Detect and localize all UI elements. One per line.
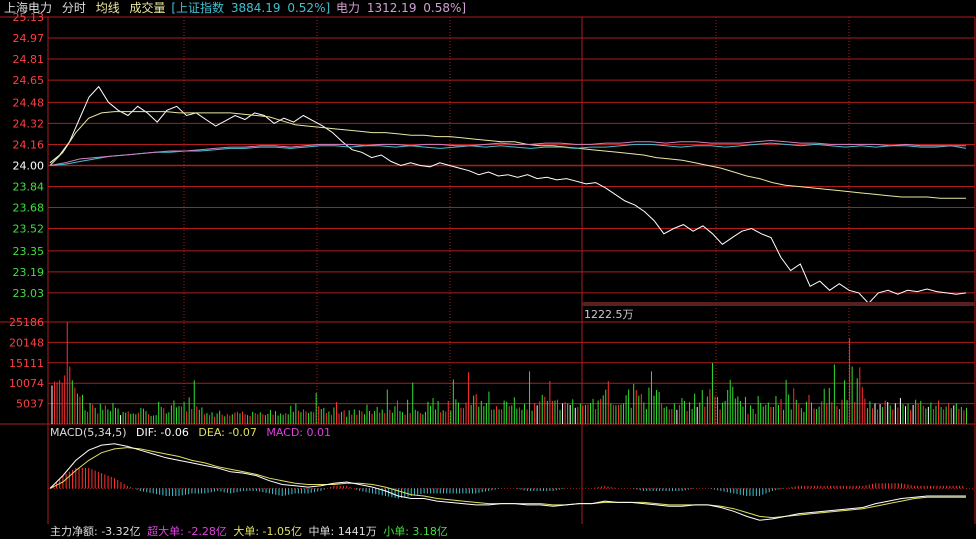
index-line: [49, 142, 967, 166]
price-tick-label: 23.68: [13, 202, 45, 215]
volume-marker-bar: [582, 302, 975, 306]
macd-dea: DEA: -0.07: [198, 426, 257, 439]
mid-flow: 中单: 1441万: [308, 525, 377, 538]
macd-histogram: [52, 468, 964, 499]
index-name: [上证指数: [171, 1, 225, 15]
volume-tick-label: 5037: [16, 398, 44, 411]
avg-line: [49, 111, 966, 199]
volume-tick-label: 15111: [9, 357, 44, 370]
sector-name: 电力: [335, 1, 360, 15]
price-tick-label: 23.03: [13, 287, 45, 300]
stock-name[interactable]: 上海电力: [4, 1, 53, 15]
super-large-flow: 超大单: -2.28亿: [147, 525, 227, 538]
avg-legend[interactable]: 均线: [95, 1, 120, 15]
volume-axis: 25186 20148 15111 10074 5037: [9, 316, 44, 411]
price-line: [49, 85, 967, 305]
price-tick-label: 25.13: [13, 11, 45, 24]
macd-header: MACD(5,34,5) DIF: -0.06 DEA: -0.07 MACD:…: [50, 426, 337, 440]
volume-tick-label: 25186: [9, 316, 44, 329]
macd-title[interactable]: MACD(5,34,5): [50, 426, 127, 439]
chart-header: 上海电力 分时 均线 成交量 [上证指数 3884.19 0.52%] 电力 1…: [4, 0, 472, 16]
mode-label[interactable]: 分时: [61, 1, 86, 15]
macd-dif-line: [49, 443, 966, 521]
macd-dif: DIF: -0.06: [136, 426, 189, 439]
price-tick-label: 23.35: [13, 245, 45, 258]
volume-marker-label: 1222.5万: [584, 308, 634, 321]
price-tick-label: 24.81: [13, 53, 45, 66]
price-tick-label: 24.48: [13, 96, 45, 109]
small-flow: 小单: 3.18亿: [383, 525, 448, 538]
price-lines: [49, 85, 967, 521]
large-flow: 大单: -1.05亿: [233, 525, 303, 538]
price-tick-label: 23.52: [13, 223, 45, 236]
price-tick-label: 24.32: [13, 117, 45, 130]
sector-legend: 电力 1312.19 0.58%]: [336, 1, 466, 15]
price-tick-label: 24.65: [13, 74, 45, 87]
index-legend: [上证指数 3884.19 0.52%]: [171, 1, 334, 15]
index-value: 3884.19: [230, 1, 281, 15]
annotations: 1222.5万: [582, 302, 975, 321]
vol-legend[interactable]: 成交量: [129, 1, 166, 15]
price-tick-label: 24.00: [13, 159, 45, 172]
net-flow: 主力净额: -3.32亿: [50, 525, 141, 538]
sector-change: 0.58%]: [423, 1, 467, 15]
macd-dea-line: [49, 447, 966, 519]
price-axis: 25.13 24.97 24.81 24.65 24.48 24.32 24.16 24.00…: [13, 11, 45, 300]
price-tick-label: 24.97: [13, 32, 45, 45]
index-change: 0.52%]: [287, 1, 331, 15]
sector-line: [49, 139, 966, 166]
macd-value: MACD: 0.01: [266, 426, 331, 439]
capital-flow-footer: 主力净额: -3.32亿 超大单: -2.28亿 大单: -1.05亿 中单: …: [50, 525, 451, 539]
price-tick-label: 23.19: [13, 266, 45, 279]
price-tick-label: 24.16: [13, 138, 45, 151]
volume-tick-label: 10074: [9, 377, 44, 390]
volume-tick-label: 20148: [9, 336, 44, 349]
grid: [0, 16, 976, 524]
sector-value: 1312.19: [366, 1, 417, 15]
volume-bars: [51, 322, 967, 424]
price-tick-label: 23.84: [13, 180, 45, 193]
